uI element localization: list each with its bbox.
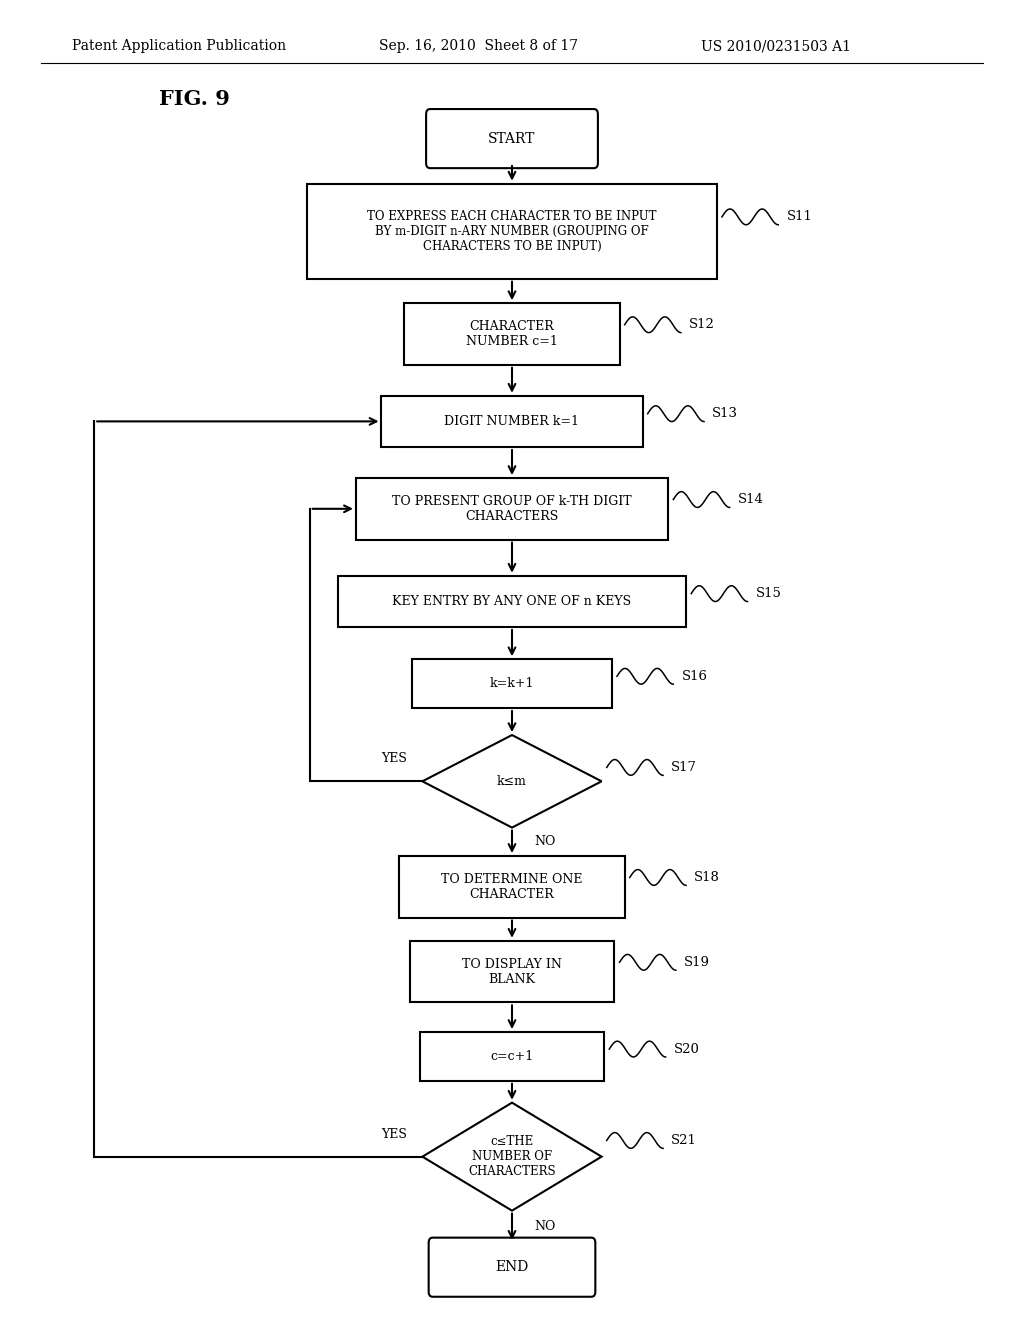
Text: S16: S16: [682, 669, 708, 682]
Bar: [356, 478, 669, 540]
Text: S19: S19: [684, 956, 710, 969]
Text: TO EXPRESS EACH CHARACTER TO BE INPUT
BY m-DIGIT n-ARY NUMBER (GROUPING OF
CHARA: TO EXPRESS EACH CHARACTER TO BE INPUT BY…: [368, 210, 656, 252]
Text: CHARACTER
NUMBER c=1: CHARACTER NUMBER c=1: [466, 319, 558, 348]
Text: S13: S13: [713, 407, 738, 420]
Bar: [412, 659, 611, 708]
Text: S15: S15: [756, 587, 781, 601]
Text: TO PRESENT GROUP OF k-TH DIGIT
CHARACTERS: TO PRESENT GROUP OF k-TH DIGIT CHARACTER…: [392, 495, 632, 523]
FancyBboxPatch shape: [426, 110, 598, 168]
Bar: [399, 855, 625, 917]
Text: US 2010/0231503 A1: US 2010/0231503 A1: [701, 40, 851, 53]
Bar: [338, 576, 686, 627]
Bar: [381, 396, 643, 447]
Text: YES: YES: [381, 1127, 407, 1140]
Text: S11: S11: [786, 210, 812, 223]
Text: c≤THE
NUMBER OF
CHARACTERS: c≤THE NUMBER OF CHARACTERS: [468, 1135, 556, 1179]
Text: TO DETERMINE ONE
CHARACTER: TO DETERMINE ONE CHARACTER: [441, 873, 583, 900]
Text: Patent Application Publication: Patent Application Publication: [72, 40, 286, 53]
Text: c=c+1: c=c+1: [490, 1049, 534, 1063]
Bar: [404, 304, 620, 364]
Bar: [410, 941, 614, 1002]
Text: NO: NO: [535, 1220, 556, 1233]
Text: KEY ENTRY BY ANY ONE OF n KEYS: KEY ENTRY BY ANY ONE OF n KEYS: [392, 595, 632, 607]
Bar: [307, 183, 717, 279]
Text: END: END: [496, 1261, 528, 1274]
Text: S14: S14: [737, 494, 764, 506]
Text: S20: S20: [674, 1043, 699, 1056]
Bar: [420, 1032, 604, 1081]
Text: S12: S12: [689, 318, 715, 331]
Text: START: START: [488, 132, 536, 145]
Text: TO DISPLAY IN
BLANK: TO DISPLAY IN BLANK: [462, 957, 562, 986]
Text: S18: S18: [694, 871, 720, 884]
FancyBboxPatch shape: [429, 1238, 595, 1296]
Text: S17: S17: [672, 760, 697, 774]
Polygon shape: [422, 735, 602, 828]
Text: DIGIT NUMBER k=1: DIGIT NUMBER k=1: [444, 414, 580, 428]
Polygon shape: [422, 1102, 602, 1210]
Text: FIG. 9: FIG. 9: [159, 88, 229, 110]
Text: NO: NO: [535, 836, 556, 849]
Text: k=k+1: k=k+1: [489, 677, 535, 690]
Text: S21: S21: [672, 1134, 697, 1147]
Text: k≤m: k≤m: [497, 775, 527, 788]
Text: Sep. 16, 2010  Sheet 8 of 17: Sep. 16, 2010 Sheet 8 of 17: [379, 40, 578, 53]
Text: YES: YES: [381, 752, 407, 766]
